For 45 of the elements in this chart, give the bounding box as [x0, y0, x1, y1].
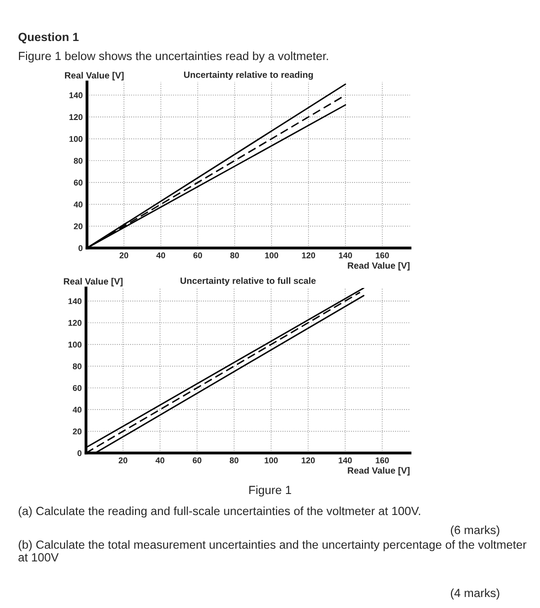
y-axis-title: Real Value [V] [64, 278, 123, 286]
x-tick-label: 120 [302, 457, 315, 464]
x-tick-label: 80 [230, 457, 238, 464]
x-tick-label: 60 [193, 252, 202, 258]
chart-title: Uncertainty relative to reading [184, 71, 313, 80]
y-tick-label: 120 [68, 320, 82, 326]
y-tick-label: 40 [72, 406, 82, 413]
x-tick-label: 100 [264, 457, 278, 464]
y-tick-label: 60 [74, 180, 82, 186]
y-tick-label: 80 [72, 363, 82, 370]
x-tick-label: 120 [302, 252, 316, 258]
x-tick-label: 160 [376, 457, 389, 464]
x-tick-label: 160 [376, 252, 389, 258]
y-tick-label: 80 [74, 158, 82, 164]
chart-title: Uncertainty relative to full scale [180, 277, 316, 286]
y-tick-label: 60 [72, 385, 82, 391]
x-tick-label: 60 [192, 457, 202, 464]
y-tick-label: 0 [78, 245, 82, 252]
y-tick-label: 100 [69, 136, 82, 142]
x-tick-label: 100 [265, 252, 278, 258]
text: Question 1 [18, 32, 79, 44]
y-tick-label: 20 [74, 223, 82, 230]
x-tick-label: 40 [156, 457, 164, 464]
y-tick-label: 140 [68, 298, 82, 304]
x-tick-label: 140 [338, 457, 352, 464]
y-tick-label: 0 [78, 450, 82, 456]
text: (b) Calculate the total measurement uncertainties and the uncertainty percentage of the voltmeter at 100V [18, 540, 526, 562]
x-tick-label: 20 [120, 252, 128, 258]
x-axis-title: Read Value [V] [348, 262, 410, 271]
y-tick-label: 100 [68, 342, 82, 348]
x-tick-label: 80 [230, 252, 239, 258]
x-tick-label: 20 [118, 457, 128, 464]
y-tick-label: 140 [69, 92, 82, 98]
x-tick-label: 140 [338, 252, 352, 258]
y-axis-title: Real Value [V] [64, 72, 124, 80]
text: (6 marks) [450, 525, 500, 536]
x-axis-title: Read Value [V] [348, 467, 410, 476]
y-tick-label: 20 [72, 428, 82, 434]
text: (4 marks) [450, 588, 500, 600]
y-tick-label: 120 [69, 114, 82, 120]
y-tick-label: 40 [74, 202, 82, 208]
caption: Figure 1 below shows the uncertainties read by a voltmeter. [18, 52, 328, 62]
text: (a) Calculate the reading and full-scale uncertainties of the voltmeter at 100V. [18, 506, 420, 518]
x-tick-label: 40 [156, 252, 166, 258]
caption: Figure 1 [249, 485, 292, 497]
